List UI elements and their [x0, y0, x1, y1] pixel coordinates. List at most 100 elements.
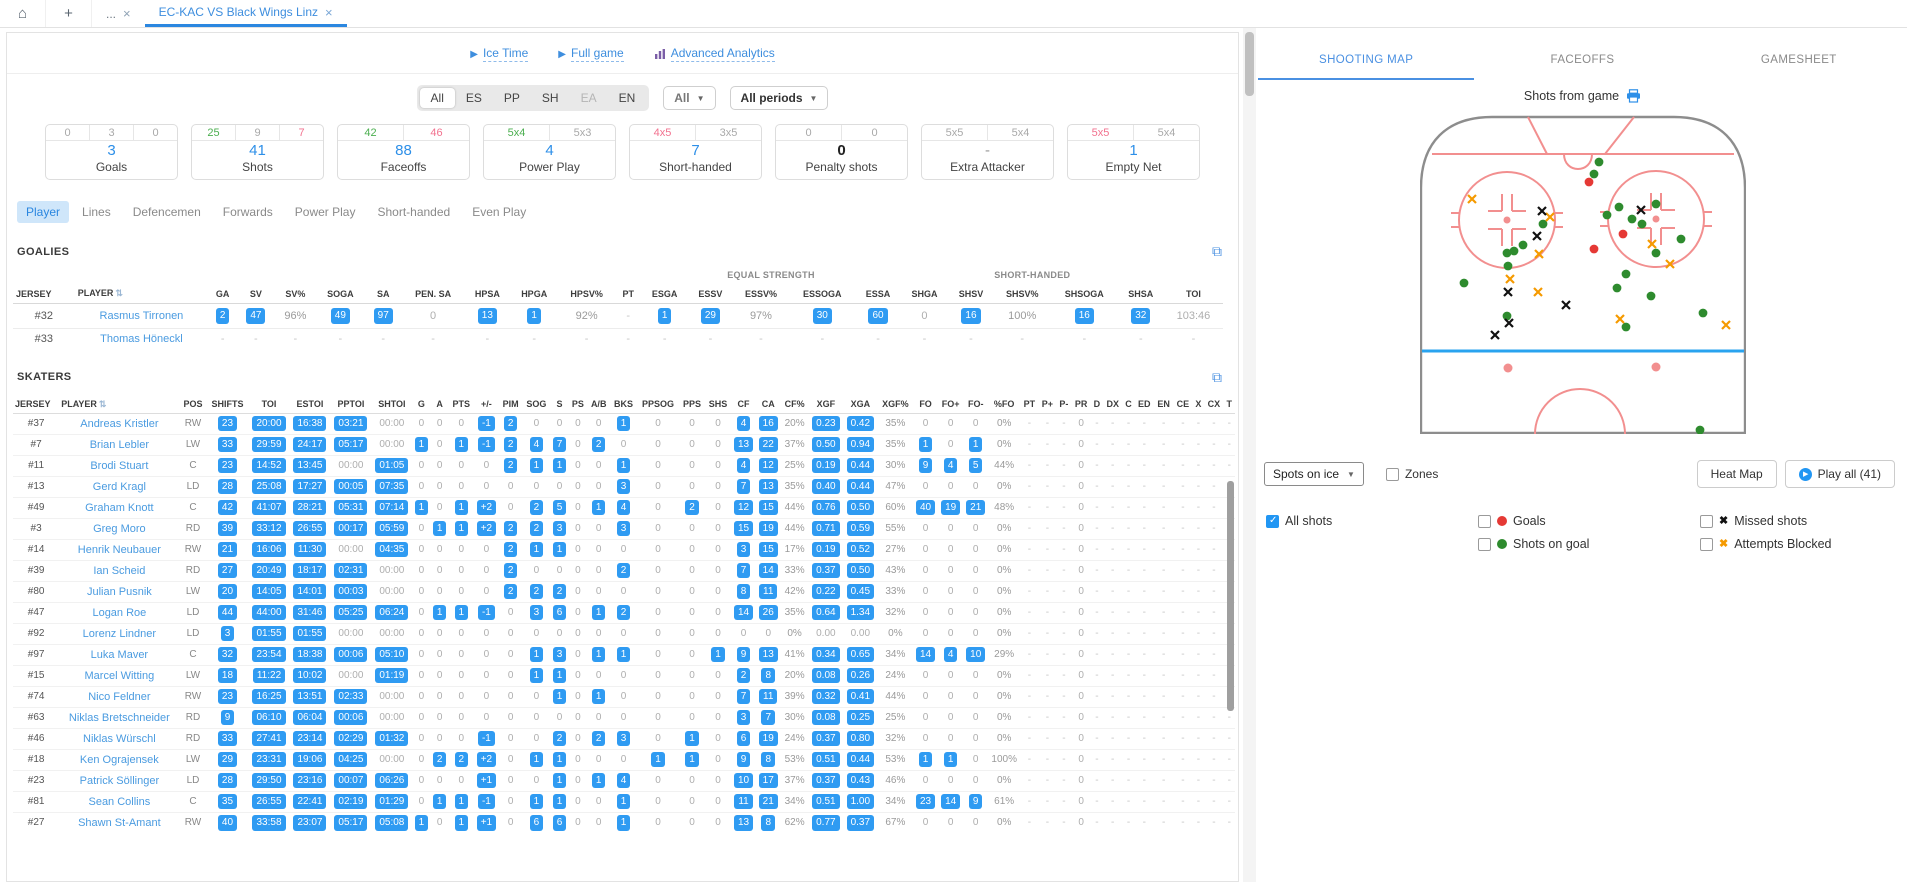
player-link[interactable]: Sean Collins	[88, 795, 151, 808]
stat-badge[interactable]: 27	[217, 562, 238, 579]
shot-on-goal-marker[interactable]	[1698, 308, 1707, 318]
stat-badge[interactable]: 0.45	[846, 583, 875, 600]
stat-badge[interactable]: 1	[552, 667, 567, 684]
stat-badge[interactable]: 12	[758, 457, 778, 474]
column-header-shsv%[interactable]: SHSV%	[1005, 288, 1039, 299]
stat-badge[interactable]: 8	[736, 583, 751, 600]
stat-badge[interactable]: 13:45	[293, 457, 327, 474]
shot-on-goal-marker[interactable]	[1518, 240, 1527, 250]
stat-badge[interactable]: 21	[758, 793, 778, 810]
column-header-x[interactable]: X	[1195, 399, 1202, 409]
column-header-jersey[interactable]: JERSEY	[16, 288, 52, 299]
stat-badge[interactable]: 1	[432, 793, 447, 810]
player-link[interactable]: Thomas Höneckl	[100, 332, 183, 345]
stat-badge[interactable]: -1	[477, 730, 495, 747]
stat-badge[interactable]: 18	[217, 667, 238, 684]
column-header-dx[interactable]: DX	[1106, 399, 1119, 409]
printer-icon[interactable]	[1626, 89, 1641, 103]
player-link[interactable]: Nico Feldner	[88, 690, 151, 703]
table-scrollbar-thumb[interactable]	[1227, 481, 1234, 711]
stat-badge[interactable]: 00:06	[334, 709, 368, 726]
stat-badge[interactable]: 1	[529, 646, 544, 663]
stat-badge[interactable]: 0.80	[846, 730, 875, 747]
column-header-essoga[interactable]: ESSOGA	[803, 288, 842, 299]
column-header-ed[interactable]: ED	[1138, 399, 1151, 409]
stat-badge[interactable]: 11	[734, 793, 753, 810]
stat-badge[interactable]: 04:25	[334, 751, 368, 768]
shot-on-goal-marker[interactable]	[1503, 261, 1512, 271]
blocked-shot-marker[interactable]	[1466, 194, 1477, 204]
stat-badge[interactable]: 0.51	[812, 793, 840, 810]
stat-badge[interactable]: 29:50	[252, 772, 286, 789]
column-header-d[interactable]: D	[1093, 399, 1101, 409]
column-header-pim[interactable]: PIM	[502, 399, 519, 409]
close-icon[interactable]: ×	[325, 4, 333, 20]
player-link[interactable]: Greg Moro	[93, 522, 146, 535]
shot-on-goal-marker[interactable]	[1612, 283, 1621, 293]
stat-badge[interactable]: -1	[477, 436, 495, 453]
shot-on-goal-marker[interactable]	[1621, 269, 1630, 279]
stat-badge[interactable]: 0.08	[812, 667, 840, 684]
stat-badge[interactable]: 0.37	[812, 562, 840, 579]
shot-on-goal-marker[interactable]	[1627, 214, 1636, 224]
full-game-link[interactable]: ▶ Full game	[558, 46, 624, 62]
stat-badge[interactable]: 00:03	[334, 583, 368, 600]
table-settings-icon[interactable]: ⧉	[1212, 243, 1222, 259]
stat-badge[interactable]: 0.26	[846, 667, 875, 684]
stat-badge[interactable]: 0.23	[812, 415, 840, 432]
shot-on-goal-marker[interactable]	[1459, 278, 1468, 288]
blocked-shot-marker[interactable]	[1544, 212, 1555, 222]
shot-on-goal-marker[interactable]	[1538, 219, 1547, 229]
stat-badge[interactable]: 1	[454, 436, 469, 453]
summary-box-shots[interactable]: 25 9 7 41 Shots	[191, 124, 324, 180]
stat-badge[interactable]: 23:16	[293, 772, 327, 789]
stat-badge[interactable]: 15	[758, 541, 778, 558]
column-header-toi[interactable]: TOI	[261, 399, 277, 409]
stat-badge[interactable]: 4	[943, 457, 958, 474]
stat-badge[interactable]: 1	[711, 646, 725, 663]
goal-marker[interactable]	[1589, 244, 1598, 254]
column-header-pt[interactable]: PT	[1023, 399, 1036, 409]
stat-badge[interactable]: 44:00	[252, 604, 286, 621]
column-header-xgf%[interactable]: XGF%	[882, 399, 909, 409]
stat-badge[interactable]: 0.44	[846, 457, 875, 474]
summary-box-extra-attacker[interactable]: 5x5 5x4 - Extra Attacker	[921, 124, 1054, 180]
stat-badge[interactable]: 06:24	[375, 604, 409, 621]
stat-badge[interactable]: 05:10	[375, 646, 409, 663]
stat-badge[interactable]: 20	[217, 583, 238, 600]
stat-badge[interactable]: 1	[616, 415, 631, 432]
stat-badge[interactable]: 1	[616, 646, 631, 663]
player-link[interactable]: Logan Roe	[92, 606, 147, 619]
shot-on-goal-marker[interactable]	[1637, 219, 1646, 229]
stat-badge[interactable]: 4	[529, 436, 544, 453]
stat-badge[interactable]: 11	[759, 688, 778, 705]
stat-badge[interactable]: 01:05	[375, 457, 409, 474]
column-header-esga[interactable]: ESGA	[651, 288, 678, 299]
column-header-xgf[interactable]: XGF	[816, 399, 836, 409]
stat-badge[interactable]: -1	[477, 604, 495, 621]
stat-badge[interactable]: 24:17	[293, 436, 327, 453]
stat-badge[interactable]: 11:22	[252, 667, 286, 684]
stat-badge[interactable]: 01:29	[375, 793, 409, 810]
stat-badge[interactable]: 1	[918, 436, 933, 453]
stat-badge[interactable]: 9	[736, 751, 751, 768]
stat-badge[interactable]: 9	[968, 793, 983, 810]
stat-badge[interactable]: 3	[616, 520, 631, 537]
stat-badge[interactable]: 2	[454, 751, 469, 768]
view-tab-player[interactable]: Player	[17, 201, 70, 223]
player-link[interactable]: Julian Pusnik	[86, 585, 152, 598]
stat-badge[interactable]: 9	[220, 709, 235, 726]
column-header-s[interactable]: S	[556, 399, 563, 409]
column-header-p+[interactable]: P+	[1041, 399, 1053, 409]
panel-tab-gamesheet[interactable]: GAMESHEET	[1760, 54, 1837, 66]
stat-badge[interactable]: 0.71	[812, 520, 840, 537]
stat-badge[interactable]: 0.50	[846, 562, 875, 579]
column-header-ga[interactable]: GA	[215, 288, 230, 299]
column-header-en[interactable]: EN	[1157, 399, 1170, 409]
stat-badge[interactable]: 33:58	[252, 815, 286, 831]
strength-option-sh[interactable]: SH	[541, 91, 559, 105]
stat-badge[interactable]: 1	[918, 751, 933, 768]
view-tab-even-play[interactable]: Even Play	[472, 205, 527, 219]
stat-badge[interactable]: 1	[414, 436, 429, 453]
stat-badge[interactable]: 2	[215, 308, 230, 324]
